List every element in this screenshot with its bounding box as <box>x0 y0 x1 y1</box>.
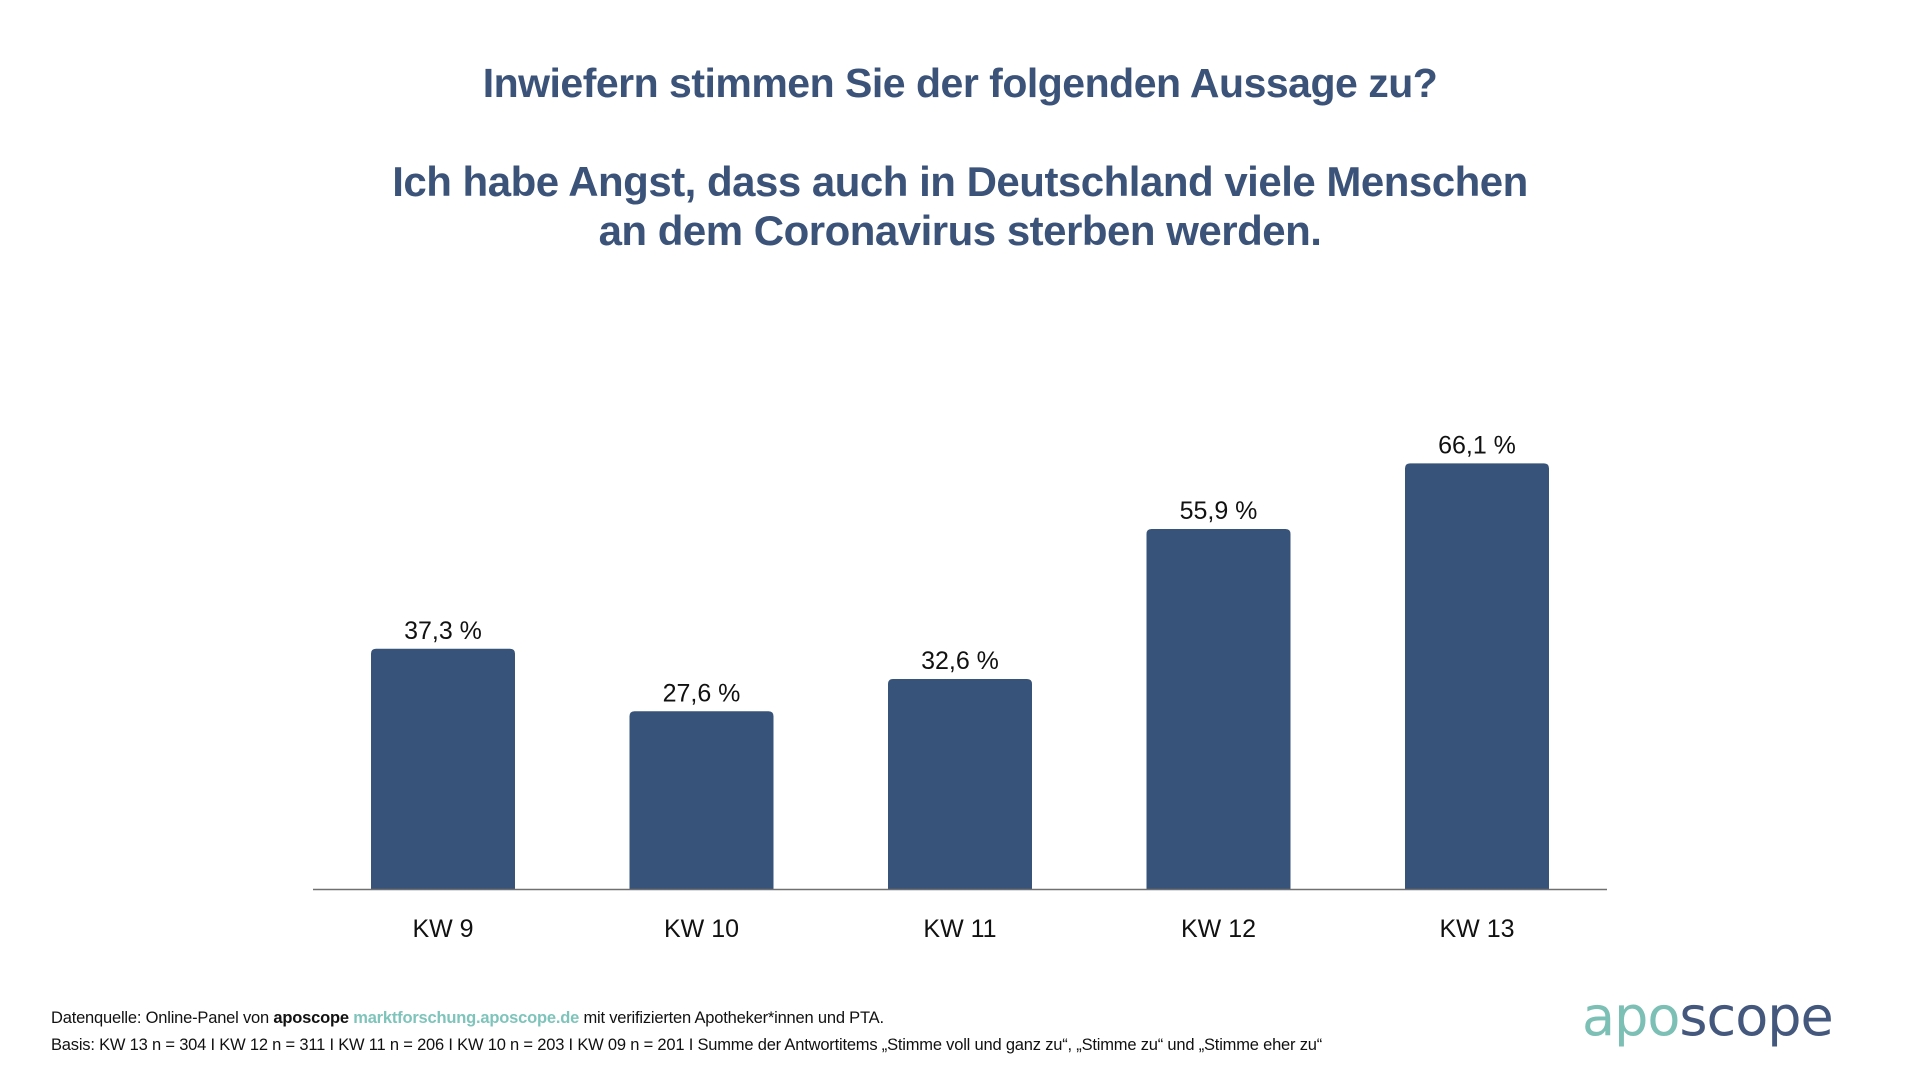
chart-title-statement-line-1: Ich habe Angst, dass auch in Deutschland… <box>392 158 1528 205</box>
bar-kw-12 <box>1146 529 1291 889</box>
category-labels-group: KW 9 KW 10 KW 11 KW 12 KW 13 <box>412 915 1514 943</box>
logo-part-scope: scope <box>1679 985 1833 1048</box>
footer-basis-line: Basis: KW 13 n = 304 I KW 12 n = 311 I K… <box>51 1036 1323 1054</box>
logo-part-apo: apo <box>1582 985 1680 1048</box>
footer-brand-name: aposcope <box>273 1009 349 1027</box>
category-label: KW 12 <box>1181 915 1256 943</box>
category-label: KW 9 <box>412 915 473 943</box>
bar-kw-9 <box>371 648 515 889</box>
value-label: 37,3 % <box>404 617 482 645</box>
value-label: 55,9 % <box>1180 497 1258 525</box>
chart-title-statement-line-2: an dem Coronavirus sterben werden. <box>598 207 1322 254</box>
footer-source-suffix: mit verifizierten Apotheker*innen und PT… <box>579 1009 884 1027</box>
chart-title-question: Inwiefern stimmen Sie der folgenden Auss… <box>482 60 1438 106</box>
aposcope-logo: aposcope <box>1582 990 1834 1044</box>
footer-source-prefix: Datenquelle: Online-Panel von <box>51 1009 274 1027</box>
footer-source-link[interactable]: marktforschung.aposcope.de <box>353 1009 580 1027</box>
value-label: 66,1 % <box>1438 431 1516 459</box>
bars-group <box>371 463 1549 889</box>
value-label: 32,6 % <box>921 647 999 675</box>
category-label: KW 10 <box>664 915 739 943</box>
bar-kw-10 <box>629 711 774 889</box>
category-label: KW 11 <box>923 915 996 943</box>
value-label: 27,6 % <box>663 679 741 707</box>
footer-source-line: Datenquelle: Online-Panel von aposcope m… <box>51 1009 884 1028</box>
bar-kw-11 <box>888 679 1032 889</box>
value-labels-group: 37,3 % 27,6 % 32,6 % 55,9 % 66,1 % <box>404 431 1516 707</box>
category-label: KW 13 <box>1439 915 1514 943</box>
bar-kw-13 <box>1405 463 1549 889</box>
